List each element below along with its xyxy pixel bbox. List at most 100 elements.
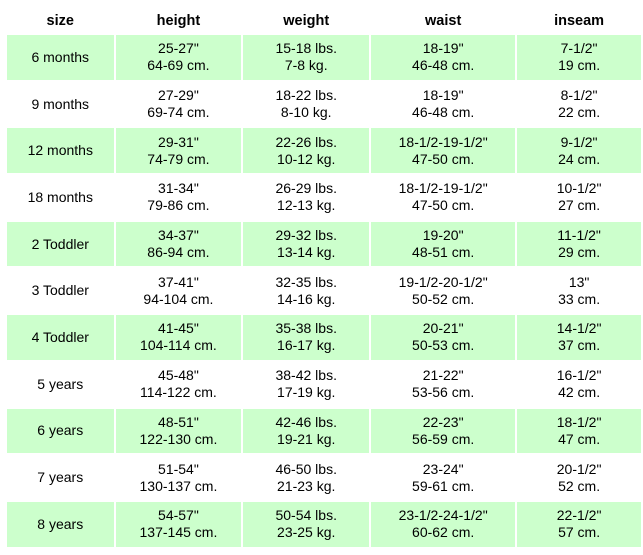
inseam-cell: 9-1/2" 24 cm. bbox=[517, 128, 641, 174]
inseam-cell: 7-1/2" 19 cm. bbox=[517, 35, 641, 80]
inseam-cell: 20-1/2" 52 cm. bbox=[517, 455, 641, 500]
height-cm: 79-86 cm. bbox=[147, 197, 210, 214]
size-cell: 18 months bbox=[7, 175, 114, 220]
weight-lbs: 22-26 lbs. bbox=[275, 133, 337, 150]
waist-cell: 21-22" 53-56 cm. bbox=[371, 361, 516, 407]
height-cm: 104-114 cm. bbox=[140, 337, 217, 354]
weight-kg: 8-10 kg. bbox=[280, 104, 332, 121]
column-header-waist: waist bbox=[371, 9, 516, 33]
inseam-cm: 24 cm. bbox=[558, 150, 601, 167]
height-cell: 25-27" 64-69 cm. bbox=[115, 35, 242, 80]
height-cell: 29-31" 74-79 cm. bbox=[115, 128, 242, 174]
table-row: 6 months 25-27" 64-69 cm. 15-18 lbs. 7-8 k… bbox=[7, 35, 641, 80]
waist-inches: 19-20" bbox=[422, 227, 464, 244]
table-row: 7 years 51-54" 130-137 cm. 46-50 lbs. 21-2… bbox=[7, 455, 641, 500]
waist-cm: 47-50 cm. bbox=[412, 150, 475, 167]
height-inches: 45-48" bbox=[158, 367, 199, 384]
height-inches: 48-51" bbox=[158, 413, 199, 430]
size-chart-body: 6 months 25-27" 64-69 cm. 15-18 lbs. 7-8 k… bbox=[7, 35, 641, 547]
waist-inches: 18-1/2-19-1/2" bbox=[398, 180, 488, 197]
inseam-cm: 29 cm. bbox=[558, 244, 601, 261]
size-cell: 6 years bbox=[7, 408, 114, 454]
height-cell: 45-48" 114-122 cm. bbox=[115, 361, 242, 407]
size-cell: 12 months bbox=[7, 128, 114, 174]
inseam-inches: 16-1/2" bbox=[556, 367, 602, 384]
height-cell: 37-41" 94-104 cm. bbox=[115, 268, 242, 314]
inseam-cell: 13" 33 cm. bbox=[517, 268, 641, 314]
weight-cell: 15-18 lbs. 7-8 kg. bbox=[243, 35, 370, 80]
waist-inches: 18-19" bbox=[422, 87, 464, 104]
height-cm: 137-145 cm. bbox=[139, 524, 218, 541]
weight-lbs: 38-42 lbs. bbox=[275, 367, 337, 384]
column-header-size: size bbox=[7, 9, 114, 33]
waist-inches: 20-21" bbox=[422, 320, 464, 337]
weight-lbs: 15-18 lbs. bbox=[275, 40, 337, 57]
weight-kg: 19-21 kg. bbox=[277, 430, 336, 447]
waist-cell: 19-1/2-20-1/2" 50-52 cm. bbox=[371, 268, 516, 314]
waist-cm: 59-61 cm. bbox=[412, 477, 475, 494]
height-inches: 54-57" bbox=[158, 507, 199, 524]
weight-cell: 42-46 lbs. 19-21 kg. bbox=[243, 408, 370, 454]
inseam-inches: 7-1/2" bbox=[560, 40, 598, 57]
height-cell: 54-57" 137-145 cm. bbox=[115, 501, 242, 547]
inseam-cm: 52 cm. bbox=[558, 477, 601, 494]
weight-kg: 12-13 kg. bbox=[277, 197, 336, 214]
height-cm: 122-130 cm. bbox=[139, 430, 218, 447]
inseam-cm: 37 cm. bbox=[558, 337, 601, 354]
height-inches: 34-37" bbox=[158, 227, 199, 244]
size-cell: 3 Toddler bbox=[7, 268, 114, 314]
weight-kg: 17-19 kg. bbox=[277, 384, 336, 401]
height-cell: 41-45" 104-114 cm. bbox=[115, 315, 242, 360]
waist-cm: 60-62 cm. bbox=[412, 524, 475, 541]
weight-cell: 29-32 lbs. 13-14 kg. bbox=[243, 221, 370, 267]
weight-lbs: 42-46 lbs. bbox=[275, 413, 337, 430]
size-cell: 6 months bbox=[7, 35, 114, 80]
height-inches: 25-27" bbox=[158, 40, 199, 57]
weight-cell: 22-26 lbs. 10-12 kg. bbox=[243, 128, 370, 174]
column-header-inseam: inseam bbox=[517, 9, 641, 33]
table-row: 9 months 27-29" 69-74 cm. 18-22 lbs. 8-10 … bbox=[7, 81, 641, 127]
inseam-inches: 20-1/2" bbox=[556, 460, 602, 477]
waist-cell: 22-23" 56-59 cm. bbox=[371, 408, 516, 454]
inseam-cell: 8-1/2" 22 cm. bbox=[517, 81, 641, 127]
inseam-cell: 16-1/2" 42 cm. bbox=[517, 361, 641, 407]
height-cell: 34-37" 86-94 cm. bbox=[115, 221, 242, 267]
height-inches: 51-54" bbox=[158, 460, 199, 477]
inseam-inches: 22-1/2" bbox=[556, 507, 602, 524]
height-cell: 27-29" 69-74 cm. bbox=[115, 81, 242, 127]
inseam-inches: 14-1/2" bbox=[556, 320, 602, 337]
weight-kg: 21-23 kg. bbox=[277, 477, 336, 494]
waist-cm: 50-52 cm. bbox=[412, 290, 475, 307]
inseam-cm: 19 cm. bbox=[558, 57, 601, 74]
header-row: size height weight waist inseam bbox=[7, 9, 641, 33]
inseam-inches: 10-1/2" bbox=[556, 180, 602, 197]
column-header-weight: weight bbox=[243, 9, 370, 33]
height-inches: 31-34" bbox=[158, 180, 199, 197]
waist-cm: 46-48 cm. bbox=[412, 104, 475, 121]
table-row: 6 years 48-51" 122-130 cm. 42-46 lbs. 19-2… bbox=[7, 408, 641, 454]
inseam-inches: 9-1/2" bbox=[560, 133, 598, 150]
height-cm: 64-69 cm. bbox=[147, 57, 210, 74]
waist-cm: 50-53 cm. bbox=[412, 337, 475, 354]
weight-lbs: 18-22 lbs. bbox=[275, 87, 337, 104]
waist-cm: 48-51 cm. bbox=[412, 244, 475, 261]
inseam-inches: 8-1/2" bbox=[560, 87, 598, 104]
height-inches: 41-45" bbox=[158, 320, 199, 337]
weight-lbs: 32-35 lbs. bbox=[275, 273, 337, 290]
table-row: 18 months 31-34" 79-86 cm. 26-29 lbs. 12-1… bbox=[7, 175, 641, 220]
inseam-cm: 57 cm. bbox=[558, 524, 601, 541]
waist-inches: 21-22" bbox=[422, 367, 464, 384]
height-inches: 37-41" bbox=[158, 273, 199, 290]
height-cell: 31-34" 79-86 cm. bbox=[115, 175, 242, 220]
inseam-cell: 10-1/2" 27 cm. bbox=[517, 175, 641, 220]
inseam-inches: 11-1/2" bbox=[557, 227, 601, 244]
size-cell: 5 years bbox=[7, 361, 114, 407]
weight-kg: 13-14 kg. bbox=[277, 244, 336, 261]
weight-cell: 32-35 lbs. 14-16 kg. bbox=[243, 268, 370, 314]
waist-cell: 18-1/2-19-1/2" 47-50 cm. bbox=[371, 175, 516, 220]
inseam-cm: 33 cm. bbox=[558, 290, 601, 307]
weight-kg: 14-16 kg. bbox=[277, 290, 336, 307]
inseam-cm: 42 cm. bbox=[558, 384, 601, 401]
waist-cell: 23-1/2-24-1/2" 60-62 cm. bbox=[371, 501, 516, 547]
height-cm: 86-94 cm. bbox=[147, 244, 210, 261]
